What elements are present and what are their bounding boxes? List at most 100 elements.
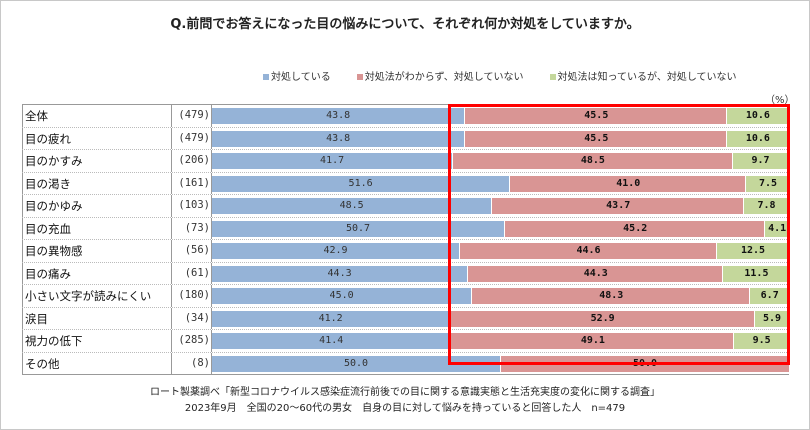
divider: [211, 330, 212, 352]
divider: [22, 150, 23, 172]
bar-segment: 9.7: [731, 153, 789, 169]
bar-segment: 42.9: [212, 243, 460, 259]
legend-swatch: [549, 74, 556, 80]
stacked-bar: 45.0 48.3 6.7: [212, 288, 789, 304]
category-label: 目の充血: [25, 221, 71, 236]
divider: [171, 240, 172, 262]
divider: [22, 195, 23, 217]
count-label: (34): [184, 311, 210, 324]
bar-segment: 41.2: [212, 310, 450, 327]
divider: [211, 307, 212, 329]
bar-segment: 7.8: [743, 198, 789, 214]
count-label: (206): [178, 154, 210, 166]
stacked-bar: 44.3 44.3 11.5: [212, 265, 790, 282]
bar-segment: 4.1: [764, 220, 789, 237]
category-label: 目のかゆみ: [25, 199, 83, 213]
legend-label: 対処法がわからず、対処していない: [364, 72, 524, 83]
divider: [171, 195, 172, 217]
stacked-bar: 43.8 45.5 10.6: [212, 108, 789, 124]
bar-segment: 44.6: [459, 243, 717, 259]
bar-segment: 43.7: [491, 198, 745, 214]
chart-row: 目の異物感 (56) 42.9 44.6 12.5: [22, 240, 789, 263]
bar-segment: 41.7: [212, 153, 453, 169]
legend-item: 対処法がわからず、対処していない: [356, 72, 524, 83]
unit-label: （%）: [765, 95, 795, 106]
legend-label: 対処法は知っているが、対処していない: [557, 72, 737, 83]
divider: [22, 262, 23, 284]
divider: [171, 172, 172, 194]
bar-segment: 51.6: [212, 175, 510, 192]
divider: [211, 285, 212, 307]
category-label: その他: [25, 356, 60, 371]
chart-title: Q.前問でお答えになった目の悩みについて、それぞれ何か対処をしていますか。: [170, 17, 640, 32]
category-label: 涙目: [25, 311, 48, 326]
chart-table: 全体 (479) 43.8 45.5 10.6 目の疲れ (479) 43.8 45.5 10.6…: [22, 104, 790, 375]
category-label: 目のかすみ: [25, 154, 83, 168]
divider: [171, 105, 172, 127]
count-label: (61): [184, 266, 210, 279]
stacked-bar: 41.4 49.1 9.5: [212, 333, 789, 349]
bar-segment: 11.5: [722, 265, 790, 282]
count-label: (180): [178, 289, 210, 301]
divider: [211, 172, 212, 194]
chart-row: 目のかゆみ (103) 48.5 43.7 7.8: [22, 195, 789, 218]
bar-segment: 44.3: [467, 265, 724, 282]
count-label: (479): [178, 131, 210, 144]
chart-row: 目の疲れ (479) 43.8 45.5 10.6: [22, 127, 789, 150]
category-label: 小さい文字が読みにくい: [25, 289, 152, 303]
highlight-box: [448, 104, 790, 365]
stacked-bar: 43.8 45.5 10.6: [212, 130, 789, 147]
bar-segment: 48.5: [212, 198, 492, 214]
chart-row: 目のかすみ (206) 41.7 48.5 9.7: [22, 150, 789, 173]
bar-segment: 50.0: [212, 355, 500, 372]
stacked-bar: 41.2 52.9 5.9: [212, 310, 789, 327]
divider: [22, 127, 23, 149]
divider: [22, 217, 23, 239]
divider: [211, 262, 212, 284]
count-label: (479): [178, 109, 210, 121]
divider: [22, 172, 23, 194]
bar-segment: 10.6: [726, 108, 789, 124]
chart-row: 小さい文字が読みにくい (180) 45.0 48.3 6.7: [22, 285, 789, 308]
count-label: (285): [178, 334, 210, 346]
bar-segment: 6.7: [749, 288, 789, 304]
divider: [171, 330, 172, 352]
count-label: (8): [191, 356, 210, 369]
legend-swatch: [263, 74, 269, 80]
divider: [171, 285, 172, 307]
divider: [171, 150, 172, 172]
divider: [211, 240, 212, 262]
legend: 対処している 対処法がわからず、対処していない 対処法は知っているが、対処していない: [263, 68, 763, 83]
stacked-bar: 42.9 44.6 12.5: [212, 243, 789, 259]
chart-row: 全体 (479) 43.8 45.5 10.6: [22, 105, 789, 128]
bar-segment: 50.7: [212, 220, 505, 237]
chart-row: 目の充血 (73) 50.7 45.2 4.1: [22, 217, 789, 240]
divider: [211, 352, 212, 374]
bar-segment: 45.5: [464, 108, 728, 124]
divider: [171, 352, 172, 374]
bar-segment: 45.0: [212, 288, 472, 304]
divider: [171, 307, 172, 329]
legend-swatch: [356, 74, 363, 80]
divider: [22, 240, 23, 262]
category-label: 全体: [25, 109, 48, 123]
divider: [211, 105, 212, 127]
count-label: (73): [184, 221, 210, 234]
bar-segment: 48.5: [452, 153, 733, 169]
bar-segment: 45.5: [464, 130, 728, 147]
divider: [211, 195, 212, 217]
stacked-bar: 50.7 45.2 4.1: [212, 220, 789, 237]
legend-item: 対処法は知っているが、対処していない: [549, 72, 737, 83]
stacked-bar: 41.7 48.5 9.7: [212, 153, 789, 169]
divider: [211, 217, 212, 239]
bar-segment: 7.5: [745, 175, 790, 192]
divider: [22, 330, 23, 352]
category-label: 目の渇き: [25, 176, 71, 191]
category-label: 目の疲れ: [25, 131, 71, 146]
bar-segment: 45.2: [504, 220, 766, 237]
chart-row: 視力の低下 (285) 41.4 49.1 9.5: [22, 330, 789, 353]
bar-segment: 44.3: [212, 265, 468, 282]
bar-segment: 9.5: [733, 333, 789, 349]
stacked-bar: 51.6 41.0 7.5: [212, 175, 790, 192]
divider: [211, 127, 212, 149]
